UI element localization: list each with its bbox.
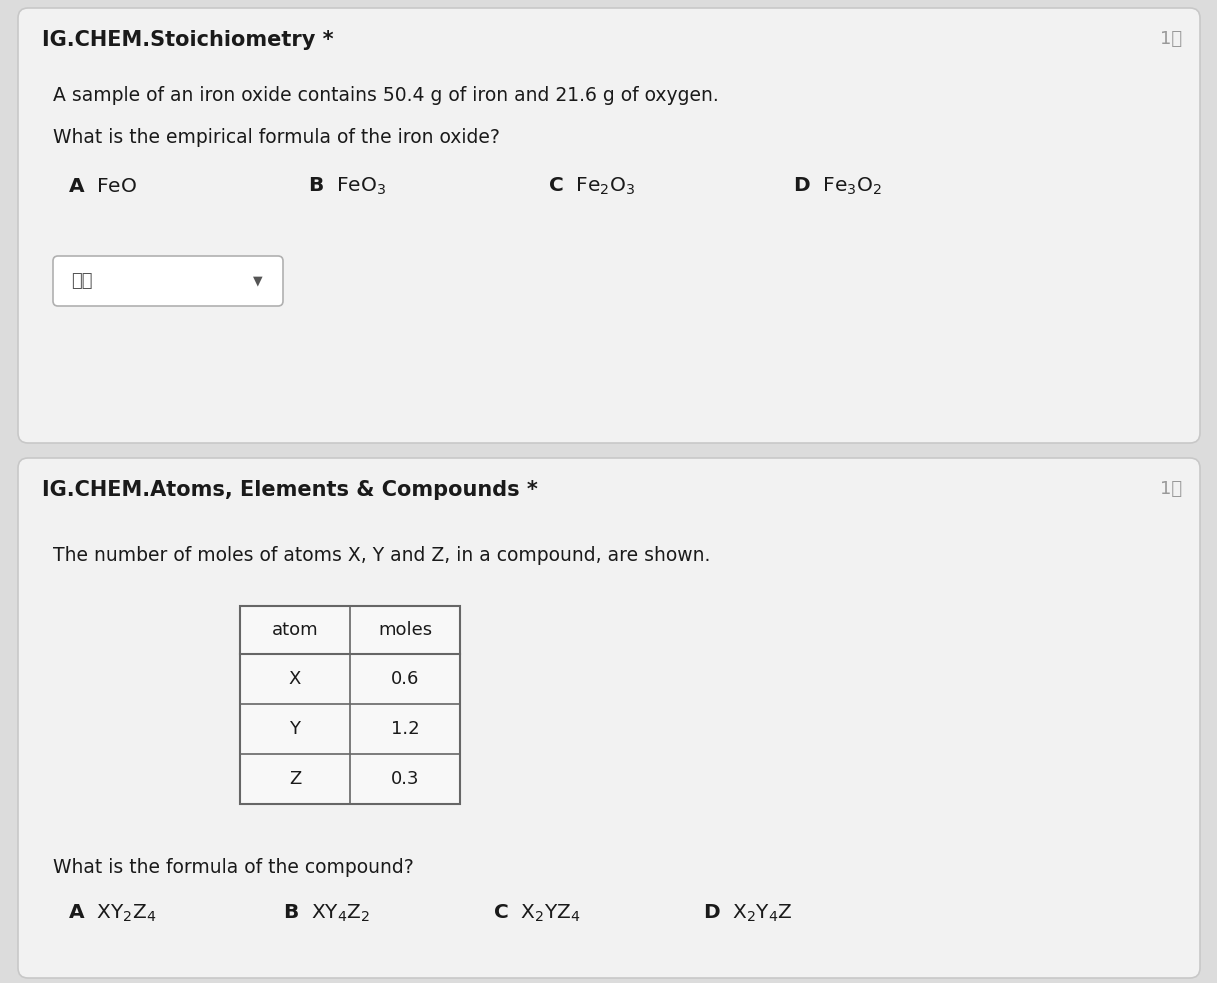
FancyBboxPatch shape <box>54 256 284 306</box>
Text: 选择: 选择 <box>71 272 92 290</box>
Text: $\bf{C}$  X$_2$YZ$_4$: $\bf{C}$ X$_2$YZ$_4$ <box>493 902 581 924</box>
Text: IG.CHEM.Stoichiometry *: IG.CHEM.Stoichiometry * <box>43 30 333 50</box>
FancyBboxPatch shape <box>18 458 1200 978</box>
Text: 1.2: 1.2 <box>391 720 420 738</box>
Text: X: X <box>288 670 301 688</box>
Text: $\bf{C}$  Fe$_2$O$_3$: $\bf{C}$ Fe$_2$O$_3$ <box>548 175 635 197</box>
Text: 1分: 1分 <box>1160 480 1182 498</box>
Text: $\bf{A}$  FeO: $\bf{A}$ FeO <box>68 177 138 196</box>
Text: $\bf{A}$  XY$_2$Z$_4$: $\bf{A}$ XY$_2$Z$_4$ <box>68 902 156 924</box>
Text: A sample of an iron oxide contains 50.4 g of iron and 21.6 g of oxygen.: A sample of an iron oxide contains 50.4 … <box>54 86 719 105</box>
Text: ▼: ▼ <box>253 274 263 287</box>
Text: atom: atom <box>271 621 319 639</box>
Text: What is the formula of the compound?: What is the formula of the compound? <box>54 858 414 877</box>
Text: The number of moles of atoms X, Y and Z, in a compound, are shown.: The number of moles of atoms X, Y and Z,… <box>54 546 711 565</box>
FancyBboxPatch shape <box>18 8 1200 443</box>
Text: moles: moles <box>378 621 432 639</box>
Text: Z: Z <box>288 770 301 788</box>
Text: $\bf{D}$  Fe$_3$O$_2$: $\bf{D}$ Fe$_3$O$_2$ <box>793 175 881 197</box>
Text: 0.6: 0.6 <box>391 670 419 688</box>
Text: 1分: 1分 <box>1160 30 1182 48</box>
Bar <box>240 606 460 804</box>
Text: $\bf{B}$  FeO$_3$: $\bf{B}$ FeO$_3$ <box>308 175 386 197</box>
Text: $\bf{D}$  X$_2$Y$_4$Z: $\bf{D}$ X$_2$Y$_4$Z <box>703 902 792 924</box>
Text: What is the empirical formula of the iron oxide?: What is the empirical formula of the iro… <box>54 128 500 147</box>
Text: IG.CHEM.Atoms, Elements & Compounds *: IG.CHEM.Atoms, Elements & Compounds * <box>43 480 538 500</box>
Text: Y: Y <box>290 720 301 738</box>
Text: $\bf{B}$  XY$_4$Z$_2$: $\bf{B}$ XY$_4$Z$_2$ <box>284 902 370 924</box>
Text: 0.3: 0.3 <box>391 770 419 788</box>
